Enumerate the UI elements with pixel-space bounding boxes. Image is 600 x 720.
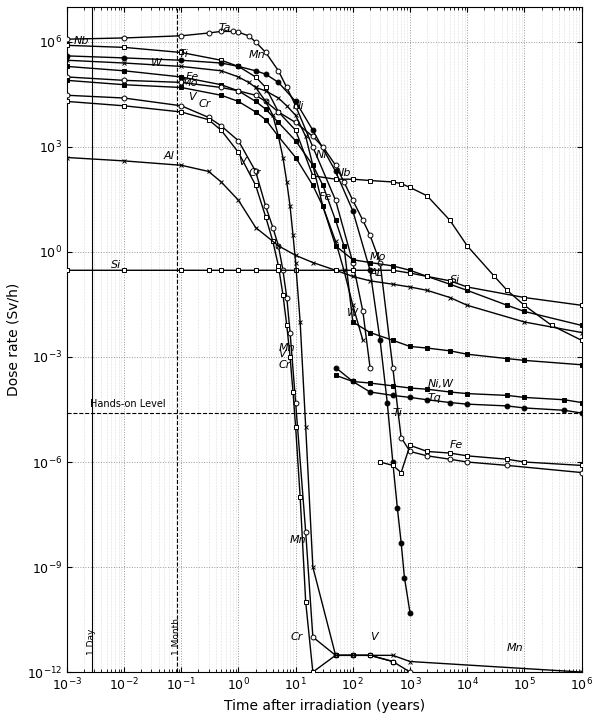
Text: Hands-on Level: Hands-on Level	[89, 400, 165, 410]
Text: Ni: Ni	[293, 102, 305, 111]
Text: Ni,W: Ni,W	[427, 379, 453, 389]
Text: Mn: Mn	[290, 534, 307, 544]
Text: Fe: Fe	[450, 440, 463, 450]
X-axis label: Time after irradiation (years): Time after irradiation (years)	[224, 699, 425, 713]
Text: Mn: Mn	[248, 50, 265, 60]
Text: Fe: Fe	[319, 192, 332, 202]
Text: Ti: Ti	[179, 49, 188, 58]
Text: Fe: Fe	[186, 72, 199, 82]
Text: V: V	[278, 349, 286, 359]
Text: Mo: Mo	[181, 78, 197, 88]
Text: Ta: Ta	[218, 22, 231, 32]
Text: Mo: Mo	[370, 252, 386, 262]
Text: Mn: Mn	[278, 343, 295, 353]
Text: Si: Si	[112, 260, 122, 270]
Text: Al: Al	[164, 151, 175, 161]
Text: V: V	[370, 632, 377, 642]
Text: W: W	[151, 58, 163, 68]
Text: Cr: Cr	[278, 359, 291, 369]
Text: Nb: Nb	[335, 168, 351, 178]
Text: W: W	[347, 308, 358, 318]
Text: Cr: Cr	[248, 168, 261, 178]
Text: Cr: Cr	[290, 632, 302, 642]
Text: Ni: Ni	[315, 150, 327, 160]
Text: Ti: Ti	[393, 408, 403, 418]
Text: 1 Day: 1 Day	[88, 629, 97, 655]
Text: AL: AL	[370, 269, 384, 279]
Text: Tq: Tq	[427, 393, 441, 403]
Y-axis label: Dose rate (Sv/h): Dose rate (Sv/h)	[7, 283, 21, 396]
Text: 1 Month: 1 Month	[172, 618, 181, 655]
Text: Nb: Nb	[73, 35, 89, 45]
Text: Cr: Cr	[199, 99, 211, 109]
Text: Si: Si	[450, 275, 460, 285]
Text: V: V	[188, 92, 196, 102]
Text: Mn: Mn	[507, 643, 524, 653]
Text: V: V	[238, 157, 246, 167]
